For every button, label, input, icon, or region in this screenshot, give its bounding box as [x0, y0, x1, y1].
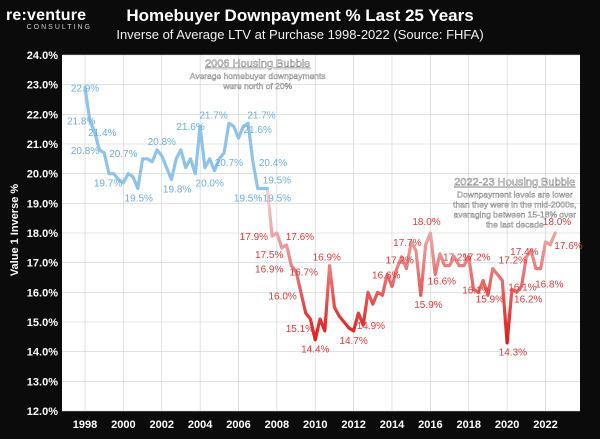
annotation-line: Average homebuyer downpayments: [190, 71, 326, 81]
y-tick-label: 21.0%: [27, 139, 58, 151]
data-label: 21.6%: [244, 125, 272, 136]
data-label: 17.7%: [393, 238, 421, 249]
data-label: 19.5%: [263, 176, 291, 187]
x-tick-label: 2016: [418, 419, 442, 431]
data-label: 16.9%: [255, 265, 283, 276]
y-tick-label: 17.0%: [27, 258, 58, 270]
data-label: 22.9%: [71, 84, 99, 95]
data-label: 17.2%: [499, 256, 527, 267]
y-tick-label: 12.0%: [27, 406, 58, 418]
data-label: 21.8%: [67, 116, 95, 127]
data-label: 19.7%: [94, 179, 122, 190]
annotation-line: than they were in the mid-2000s,: [453, 200, 576, 210]
data-label: 20.7%: [215, 158, 243, 169]
data-label: 14.7%: [339, 336, 367, 347]
annotation-line: the last decade: [486, 220, 544, 230]
data-label: 17.2%: [443, 253, 471, 264]
data-label: 20.8%: [71, 146, 99, 157]
y-tick-label: 22.0%: [27, 109, 58, 121]
x-tick-label: 2006: [226, 419, 250, 431]
data-label: 17.6%: [554, 241, 582, 252]
y-tick-label: 23.0%: [27, 80, 58, 92]
data-label: 20.7%: [109, 149, 137, 160]
data-label: 17.2%: [462, 253, 490, 264]
data-label: 19.5%: [263, 193, 291, 204]
data-label: 16.6%: [372, 271, 400, 282]
data-label: 18.0%: [412, 217, 440, 228]
data-label: 15.9%: [476, 294, 504, 305]
data-label: 21.7%: [199, 110, 227, 121]
x-axis-ticks: 1998 2000 2002 2004 2006 2008 2010 2012 2014 2016…: [73, 419, 558, 431]
y-axis-ticks: 12.0% 13.0% 14.0% 15.0% 16.0% 17.0% 18.0% 19.0%…: [27, 50, 58, 418]
data-label: 14.4%: [301, 345, 329, 356]
x-tick-label: 2018: [456, 419, 480, 431]
annotation-line: averaging between 15-18% over: [454, 210, 577, 220]
logo-text: re:venture: [6, 7, 87, 24]
x-tick-label: 2020: [495, 419, 519, 431]
data-label: 20.4%: [259, 158, 287, 169]
y-tick-label: 20.0%: [27, 169, 58, 181]
data-label: 16.0%: [268, 291, 296, 302]
y-tick-label: 24.0%: [27, 50, 58, 62]
data-label: 16.1%: [508, 282, 536, 293]
data-label: 21.4%: [88, 128, 116, 139]
data-label: 16.7%: [290, 268, 318, 279]
data-label: 21.7%: [247, 110, 275, 121]
data-label: 20.0%: [196, 179, 224, 190]
logo-subtext: CONSULTING: [26, 24, 92, 31]
data-label: 18.0%: [543, 217, 571, 228]
y-tick-label: 15.0%: [27, 317, 58, 329]
data-label: 19.8%: [163, 185, 191, 196]
x-tick-label: 2012: [341, 419, 365, 431]
data-label: 17.6%: [286, 232, 314, 243]
x-tick-label: 2002: [150, 419, 174, 431]
y-tick-label: 18.0%: [27, 228, 58, 240]
data-labels: 22.9%21.8%21.4%20.8% 20.7%19.7%19.5%20.8%…: [67, 84, 583, 359]
data-label: 20.8%: [148, 137, 176, 148]
data-label: 16.1%: [462, 285, 490, 296]
y-tick-label: 16.0%: [27, 287, 58, 299]
data-label: 17.4%: [510, 247, 538, 258]
chart-title: Homebuyer Downpayment % Last 25 Years: [126, 6, 474, 25]
x-tick-label: 2022: [533, 419, 557, 431]
annotation-title: 2006 Housing Bubble: [205, 58, 310, 70]
logo: re:venture CONSULTING: [6, 7, 94, 32]
y-tick-label: 14.0%: [27, 347, 58, 359]
annotation-title: 2022-23 Housing Bubble: [454, 177, 575, 189]
annotation-line: were north of 20%: [222, 81, 292, 91]
grid-lines: [62, 54, 580, 412]
data-label: 15.1%: [286, 324, 314, 335]
series-line-early: [83, 85, 269, 191]
series-line-late: [265, 186, 557, 345]
data-label: 17.5%: [255, 250, 283, 261]
data-label: 21.6%: [176, 122, 204, 133]
x-tick-label: 2010: [303, 419, 327, 431]
series-line: [83, 85, 557, 345]
chart-subtitle: Inverse of Average LTV at Purchase 1998-…: [116, 27, 484, 42]
data-label: 19.5%: [234, 193, 262, 204]
data-label: 16.2%: [514, 294, 542, 305]
data-label: 19.5%: [125, 193, 153, 204]
data-label: 16.9%: [313, 253, 341, 264]
data-label: 17.9%: [240, 232, 268, 243]
x-tick-label: 1998: [73, 419, 97, 431]
data-label: 14.9%: [357, 321, 385, 332]
x-tick-label: 2004: [188, 419, 213, 431]
y-tick-label: 19.0%: [27, 198, 58, 210]
data-label: 14.3%: [499, 348, 527, 359]
data-label: 16.8%: [535, 279, 563, 290]
annotation-line: Downpayment levels are lower: [457, 190, 573, 200]
data-label: 15.9%: [414, 300, 442, 311]
data-label: 17.2%: [385, 256, 413, 267]
y-axis-label: Value 1 Inverse %: [9, 184, 21, 277]
x-tick-label: 2008: [265, 419, 289, 431]
x-tick-label: 2014: [380, 419, 405, 431]
data-label: 16.6%: [428, 276, 456, 287]
y-tick-label: 13.0%: [27, 376, 58, 388]
x-tick-label: 2000: [111, 419, 135, 431]
